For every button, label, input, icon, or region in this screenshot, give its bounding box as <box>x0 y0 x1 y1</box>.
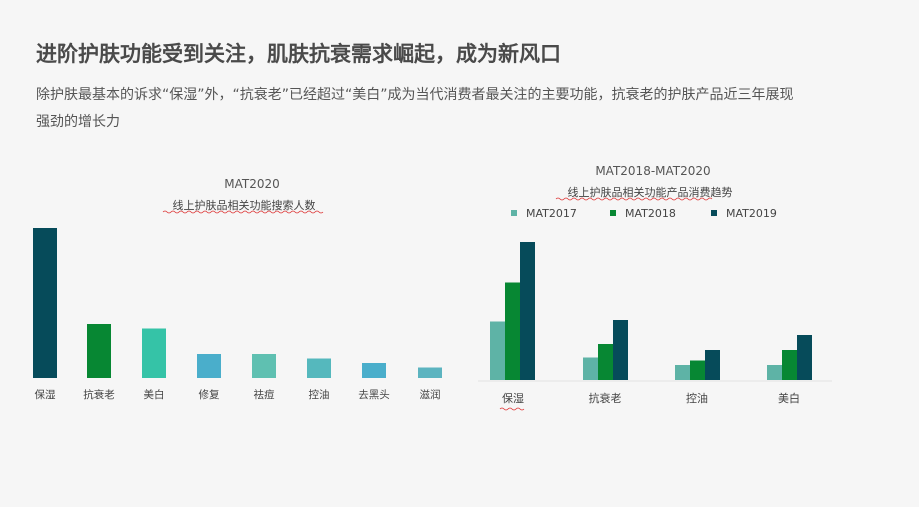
chart2-bar <box>705 350 720 380</box>
chart2-bar <box>613 320 628 380</box>
chart2-bar <box>797 335 812 380</box>
legend-label: MAT2019 <box>726 207 777 220</box>
chart2-tick-label: 美白 <box>778 391 800 405</box>
chart2-tick-label: 保湿 <box>502 391 524 405</box>
chart2-bar <box>767 365 782 380</box>
chart2-bar <box>782 350 797 380</box>
page-title: 进阶护肤功能受到关注，肌肤抗衰需求崛起，成为新风口 <box>36 42 561 66</box>
chart2-title: MAT2018-MAT2020 <box>595 164 710 178</box>
chart1-bar <box>33 228 57 378</box>
legend-label: MAT2018 <box>625 207 676 220</box>
chart2-tick-label: 控油 <box>686 391 708 405</box>
chart1-subtitle-underline <box>162 210 324 214</box>
chart-consumption-trend: MAT2018-MAT2020 线上护肤品相关功能产品消费趋势 MAT2017 M… <box>478 164 832 411</box>
chart-search-count: MAT2020 线上护肤品相关功能搜索人数 保湿 抗衰老 美白 修复 祛痘 控油 去黑头 滋润 <box>33 177 442 401</box>
chart1-tick-label: 保湿 <box>35 388 56 401</box>
chart1-title: MAT2020 <box>224 177 280 191</box>
chart1-bar <box>252 354 276 378</box>
legend-swatch <box>511 210 517 216</box>
legend-swatch <box>610 210 616 216</box>
chart2-bar <box>598 344 613 380</box>
chart2-bar <box>675 365 690 380</box>
chart1-bar <box>87 324 111 378</box>
chart1-tick-label: 抗衰老 <box>83 388 115 401</box>
chart2-bar <box>520 242 535 380</box>
page-subtitle: 除护肤最基本的诉求“保湿”外，“抗衰老”已经超过“美白”成为当代消费者最关注的主… <box>36 87 794 130</box>
chart1-bar <box>307 358 331 378</box>
chart1-bar <box>418 367 442 378</box>
chart1-tick-label: 修复 <box>199 388 220 401</box>
chart1-bar <box>197 354 221 378</box>
chart1-bar <box>362 363 386 378</box>
chart1-tick-label: 祛痘 <box>254 388 275 401</box>
chart1-tick-label: 美白 <box>144 388 165 401</box>
chart2-tick-underline <box>499 407 525 411</box>
chart1-bar <box>142 328 166 378</box>
chart1-tick-label: 控油 <box>309 388 330 401</box>
legend-label: MAT2017 <box>526 207 577 220</box>
chart1-subtitle: 线上护肤品相关功能搜索人数 <box>173 198 316 212</box>
chart1-tick-label: 去黑头 <box>358 389 390 401</box>
chart2-bar <box>490 321 505 380</box>
chart2-bar <box>583 357 598 380</box>
chart1-tick-label: 滋润 <box>420 388 441 401</box>
chart2-subtitle-underline <box>555 197 713 201</box>
chart2-subtitle: 线上护肤品相关功能产品消费趋势 <box>568 185 733 199</box>
chart2-bar <box>505 282 520 380</box>
legend-swatch <box>711 210 717 216</box>
chart2-tick-label: 抗衰老 <box>589 391 622 405</box>
chart2-bar <box>690 360 705 380</box>
